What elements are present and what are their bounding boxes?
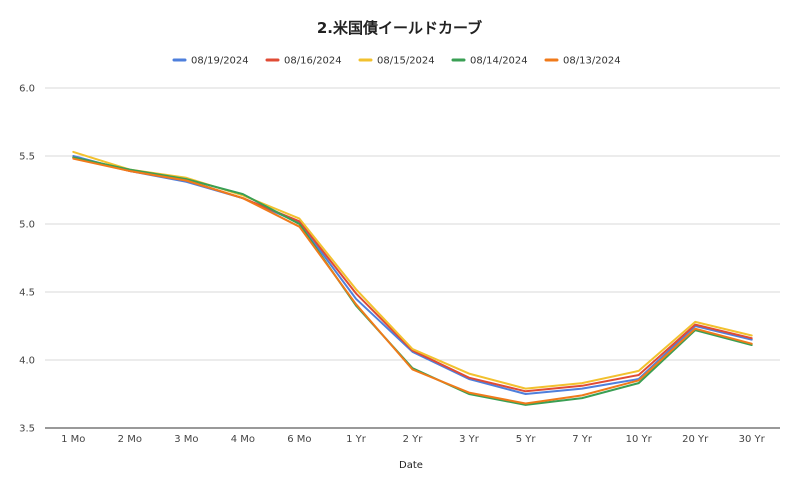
- legend-label: 08/13/2024: [563, 56, 621, 67]
- x-tick-label: 5 Yr: [516, 434, 537, 445]
- x-tick-label: 10 Yr: [626, 434, 653, 445]
- legend-label: 08/16/2024: [284, 56, 342, 67]
- x-axis-title: Date: [399, 460, 423, 471]
- chart-title: 2.米国債イールドカーブ: [317, 19, 482, 37]
- y-axis-ticks: 3.5 4.0 4.5 5.0 5.5 6.0: [19, 84, 35, 435]
- y-tick-label: 4.5: [19, 288, 35, 299]
- x-tick-label: 4 Mo: [231, 434, 255, 445]
- x-tick-label: 1 Mo: [61, 434, 85, 445]
- legend-item[interactable]: 08/19/2024: [172, 56, 249, 67]
- x-tick-label: 3 Yr: [459, 434, 480, 445]
- y-tick-label: 3.5: [19, 424, 35, 435]
- x-tick-label: 1 Yr: [346, 434, 367, 445]
- x-axis-ticks: 1 Mo 2 Mo 3 Mo 4 Mo 6 Mo 1 Yr 2 Yr 3 Yr 5 Yr 7 Yr…: [61, 434, 766, 445]
- legend-item[interactable]: 08/16/2024: [265, 56, 342, 67]
- y-tick-label: 4.0: [19, 356, 35, 367]
- x-tick-label: 20 Yr: [682, 434, 709, 445]
- x-tick-label: 7 Yr: [572, 434, 593, 445]
- legend-item[interactable]: 08/15/2024: [358, 56, 435, 67]
- legend-item[interactable]: 08/13/2024: [544, 56, 621, 67]
- x-tick-label: 2 Mo: [118, 434, 142, 445]
- legend-label: 08/19/2024: [191, 56, 249, 67]
- series-lines: [72, 150, 753, 406]
- series-line-1: [72, 155, 753, 395]
- x-tick-label: 30 Yr: [739, 434, 766, 445]
- series-line-5: [72, 157, 753, 405]
- series-line-2: [72, 156, 753, 393]
- x-tick-label: 6 Mo: [287, 434, 311, 445]
- legend-item[interactable]: 08/14/2024: [451, 56, 528, 67]
- y-tick-label: 5.0: [19, 220, 35, 231]
- series-line-3: [72, 150, 753, 390]
- x-tick-label: 3 Mo: [174, 434, 198, 445]
- x-tick-label: 2 Yr: [403, 434, 424, 445]
- legend: 08/19/2024 08/16/2024 08/15/2024 08/14/2024…: [172, 56, 621, 67]
- y-tick-label: 6.0: [19, 84, 35, 95]
- y-tick-label: 5.5: [19, 152, 35, 163]
- legend-label: 08/15/2024: [377, 56, 435, 67]
- gridlines: [45, 87, 780, 429]
- legend-label: 08/14/2024: [470, 56, 528, 67]
